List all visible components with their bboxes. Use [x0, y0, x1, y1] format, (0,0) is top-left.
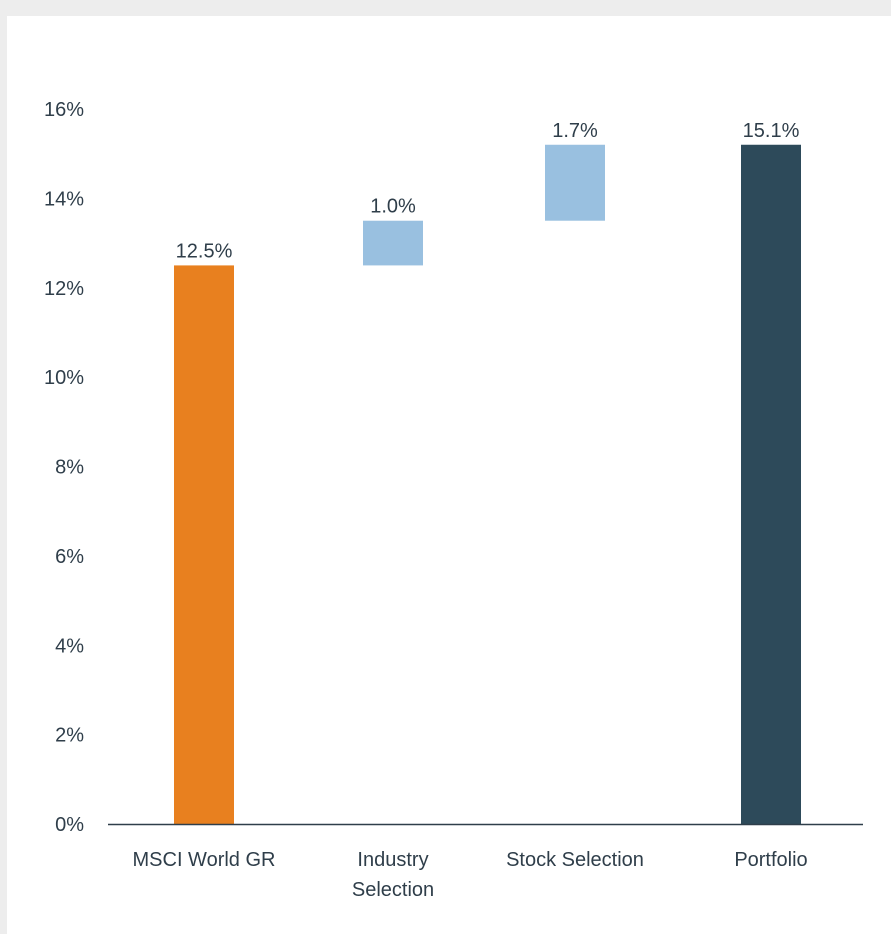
- data-label: 1.7%: [552, 120, 598, 142]
- data-label: 15.1%: [743, 120, 800, 142]
- y-tick-label: 2%: [55, 725, 84, 747]
- x-category-label: MSCI World GR: [133, 849, 276, 871]
- y-tick-label: 0%: [55, 814, 84, 836]
- x-category-label: Portfolio: [734, 849, 807, 871]
- y-tick-label: 12%: [44, 278, 84, 300]
- y-tick-label: 4%: [55, 635, 84, 657]
- x-category-label: Industry: [357, 849, 428, 871]
- waterfall-chart: 0% 2% 4% 6% 8% 10% 12% 14% 16% 12.5% 1.0% 1.7% 15.1%…: [44, 99, 863, 901]
- data-label: 1.0%: [370, 196, 416, 218]
- y-tick-label: 6%: [55, 546, 84, 568]
- chart-card: 0% 2% 4% 6% 8% 10% 12% 14% 16% 12.5% 1.0% 1.7% 15.1%…: [7, 16, 891, 934]
- y-tick-label: 10%: [44, 367, 84, 389]
- bar-industry-selection: [363, 220, 423, 266]
- y-tick-label: 14%: [44, 188, 84, 210]
- bar-msci-world-gr: [174, 265, 234, 824]
- y-tick-label: 16%: [44, 99, 84, 121]
- x-category-label: Stock Selection: [506, 849, 644, 871]
- bar-stock-selection: [545, 144, 605, 221]
- x-category-label: Selection: [352, 879, 434, 901]
- data-label: 12.5%: [176, 240, 233, 262]
- bar-portfolio: [741, 144, 801, 824]
- y-tick-label: 8%: [55, 457, 84, 479]
